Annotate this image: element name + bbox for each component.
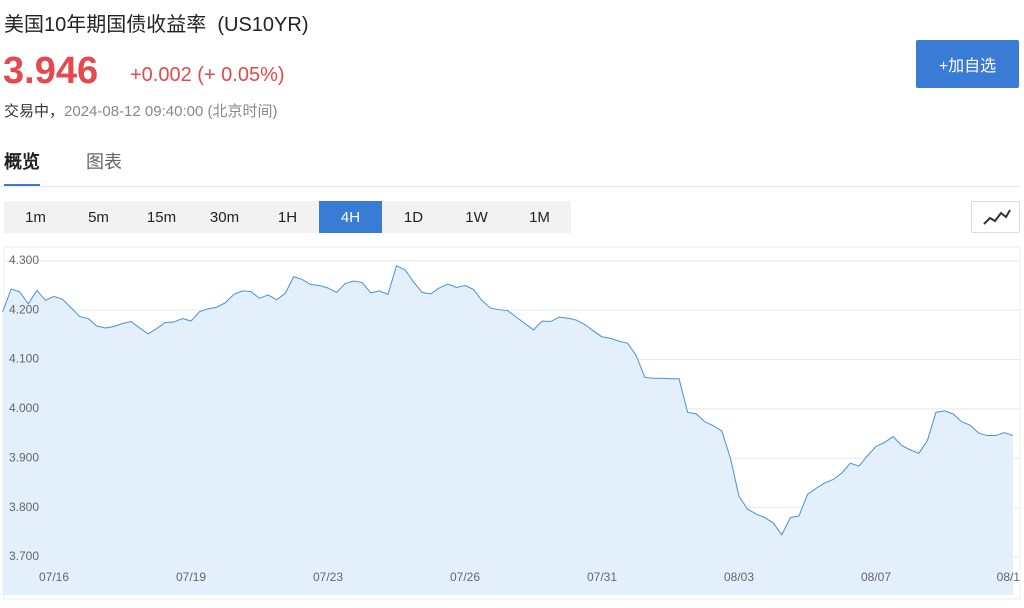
tab[interactable]: 概览	[4, 148, 40, 187]
period-button[interactable]: 1H	[277, 208, 298, 226]
tabs: 概览 图表	[4, 148, 168, 187]
chart-icon	[983, 209, 1011, 225]
x-tick-label: 08/03	[724, 570, 754, 584]
price: 3.946	[3, 50, 99, 92]
y-tick-label: 3.800	[9, 500, 39, 514]
x-tick-label: 07/23	[313, 570, 343, 584]
x-tick-label: 07/26	[450, 570, 480, 584]
period-button[interactable]: 4H	[319, 201, 382, 233]
period-button[interactable]: 1m	[25, 208, 46, 226]
change: +0.002 (+ 0.05%)	[130, 64, 285, 86]
x-tick-label: 08/07	[861, 570, 891, 584]
y-tick-label: 4.100	[9, 352, 39, 366]
chart: 3.700 3.800 3.900 4.000 4.100 4.200 4.300 07/16…	[2, 246, 1021, 600]
tab[interactable]: 图表	[86, 152, 122, 172]
status-text: 交易中，	[4, 103, 65, 120]
period-selector: 1m 5m 15m 30m 1H 4H 1D 1W 1M	[4, 201, 571, 233]
y-tick-label: 3.700	[9, 549, 39, 563]
price-line	[2, 265, 1014, 536]
period-button[interactable]: 30m	[209, 208, 240, 226]
period-button[interactable]: 1W	[465, 208, 488, 226]
divider	[0, 186, 1020, 187]
area-fill	[2, 265, 1013, 595]
period-button[interactable]: 15m	[146, 208, 177, 226]
y-tick-label: 4.000	[9, 401, 39, 415]
x-tick-label: 07/31	[587, 570, 617, 584]
y-tick-label: 4.200	[9, 302, 39, 316]
title: 美国10年期国债收益率 (US10YR)	[4, 14, 309, 36]
icon-line	[983, 209, 1011, 225]
period-button[interactable]: 5m	[88, 208, 109, 226]
x-tick-label: 07/19	[176, 570, 206, 584]
x-tick-label: 08/1	[997, 570, 1021, 584]
chart-type-button[interactable]	[971, 201, 1020, 233]
period-button[interactable]: 1D	[403, 208, 424, 226]
period-button[interactable]: 1M	[529, 208, 550, 226]
y-tick-label: 4.300	[9, 253, 39, 267]
timestamp: 2024-08-12 09:40:00 (北京时间)	[64, 103, 278, 120]
add-watchlist-button[interactable]: +加自选	[916, 40, 1019, 88]
y-tick-label: 3.900	[9, 450, 39, 464]
x-tick-label: 07/16	[39, 570, 69, 584]
status: 交易中，2024-08-12 09:40:00 (北京时间)	[4, 100, 277, 121]
